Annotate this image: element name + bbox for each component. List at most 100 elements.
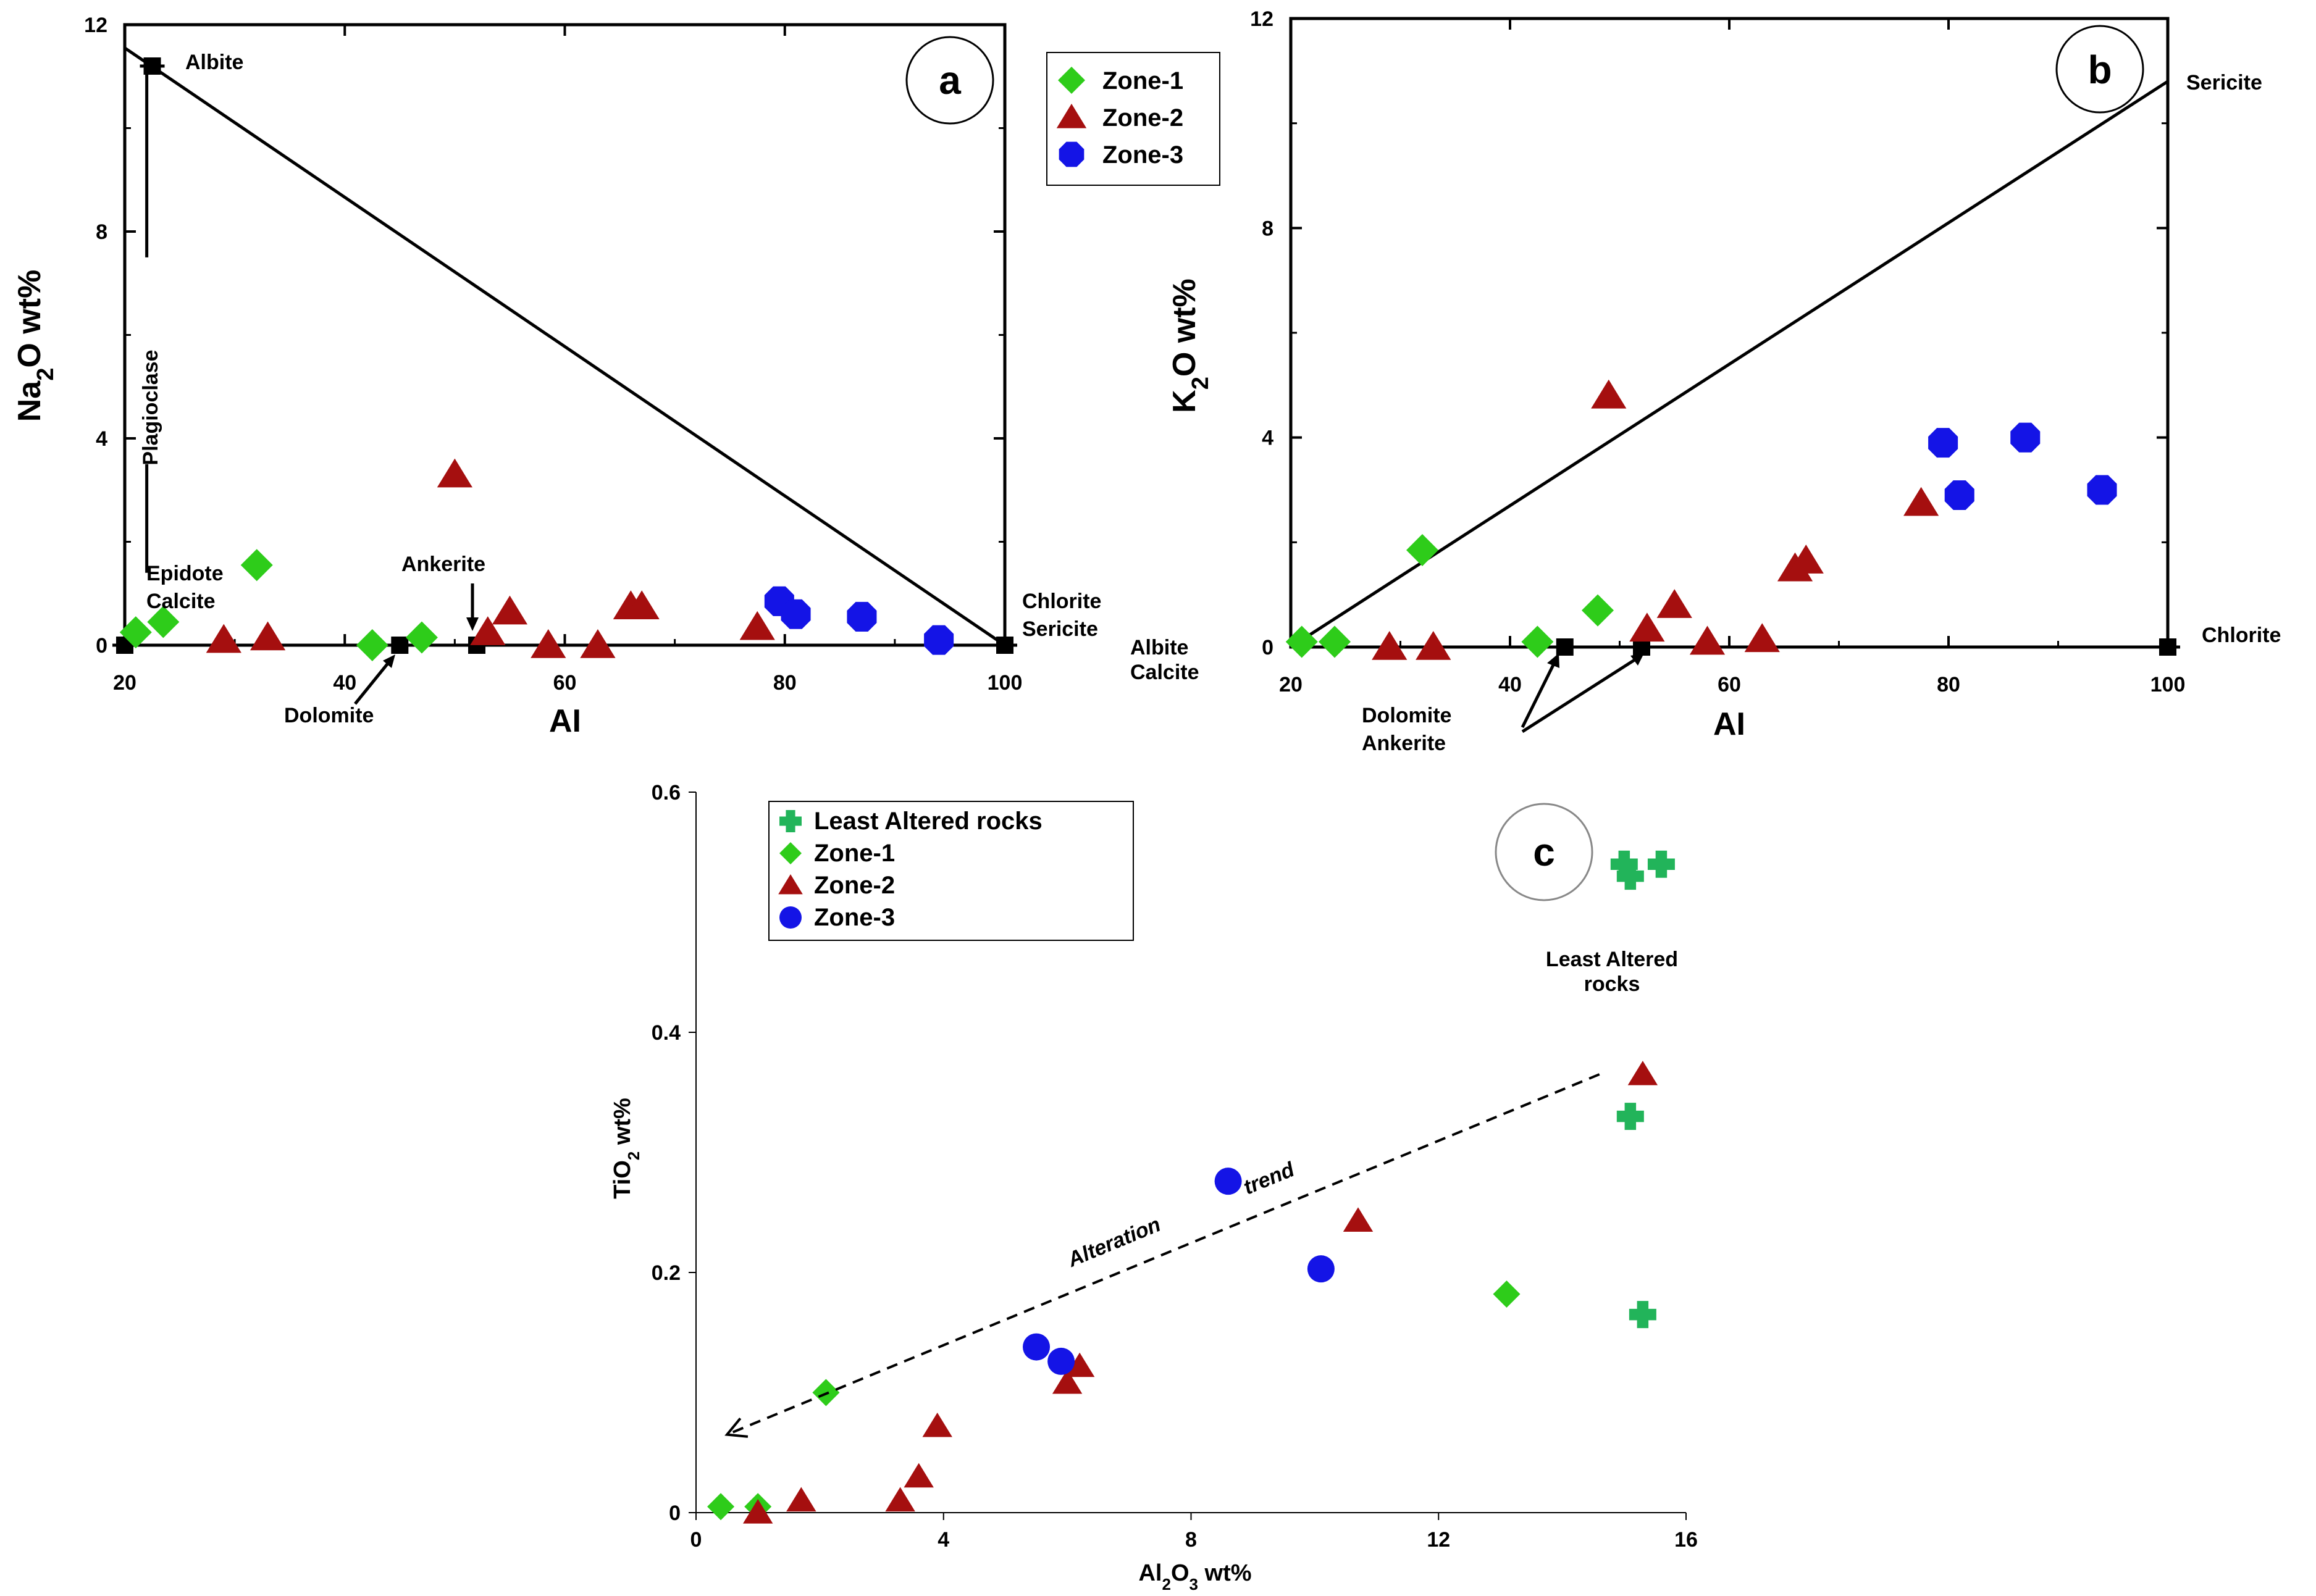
legend-marker-zone-2 bbox=[778, 874, 803, 895]
y-tick-label: 12 bbox=[1250, 7, 1273, 31]
point-zone-2 bbox=[742, 1499, 773, 1524]
arrow-dolomite-head bbox=[383, 654, 395, 668]
point-zone-2 bbox=[492, 595, 528, 625]
legend-label-zone-1: Zone-1 bbox=[1102, 67, 1183, 94]
point-zone-2 bbox=[885, 1487, 915, 1512]
point-zone-2 bbox=[1788, 545, 1824, 574]
x-tick-label: 100 bbox=[988, 671, 1023, 695]
point-zone-1 bbox=[119, 616, 152, 649]
x-tick-label: 60 bbox=[1718, 673, 1741, 696]
point-zone-1 bbox=[1406, 534, 1438, 567]
y-tick-label: 0 bbox=[1262, 636, 1273, 659]
point-zone-2 bbox=[1903, 487, 1939, 516]
point-zone-2 bbox=[1689, 625, 1726, 655]
panel-a-letter-circle bbox=[905, 36, 994, 125]
point-zone-1 bbox=[1493, 1281, 1521, 1308]
label-sericite-a: Sericite bbox=[1022, 617, 1098, 641]
point-zone-2 bbox=[1629, 612, 1665, 642]
point-zone-2 bbox=[531, 629, 566, 658]
label-least-altered-2: rocks bbox=[1584, 972, 1640, 996]
y-tick-label: 8 bbox=[1262, 217, 1273, 240]
point-zone-2 bbox=[739, 611, 775, 640]
point-zone-3 bbox=[1023, 1333, 1051, 1361]
point-least-altered-rocks bbox=[1610, 850, 1638, 878]
point-zone-2 bbox=[1372, 631, 1408, 660]
x-tick-label: 0 bbox=[690, 1528, 702, 1552]
point-zone-2 bbox=[1343, 1207, 1374, 1232]
y-tick-label: 0.4 bbox=[652, 1021, 681, 1045]
label-chlorite-b: Chlorite bbox=[2202, 624, 2281, 647]
panel-c-letter-circle bbox=[1495, 803, 1593, 901]
point-zone-2 bbox=[1656, 589, 1692, 618]
label-calcite: Calcite bbox=[146, 590, 216, 613]
panel-b-y-label: K2O wt% bbox=[1167, 278, 1214, 413]
point-zone-2 bbox=[904, 1463, 934, 1488]
point-zone-2 bbox=[1627, 1061, 1658, 1085]
point-zone-2 bbox=[922, 1412, 952, 1437]
point-zone-2 bbox=[1052, 1369, 1083, 1394]
legend-label-zone-3: Zone-3 bbox=[1102, 141, 1183, 169]
point-zone-1 bbox=[1521, 625, 1554, 658]
legend-marker-zone-1 bbox=[1058, 67, 1085, 94]
legend-label-zone-2: Zone-2 bbox=[814, 872, 895, 899]
arrow-ankerite-head bbox=[466, 617, 479, 631]
legend-marker-zone-2 bbox=[1056, 104, 1087, 128]
point-zone-2 bbox=[1591, 379, 1627, 409]
x-tick-label: 40 bbox=[1498, 673, 1522, 696]
point-zone-2 bbox=[624, 590, 660, 619]
label-ankerite: Ankerite bbox=[401, 553, 485, 576]
label-albite-2: Albite bbox=[1130, 636, 1188, 659]
x-tick-label: 4 bbox=[938, 1528, 949, 1552]
label-chlorite-a: Chlorite bbox=[1022, 590, 1101, 613]
point-zone-2 bbox=[470, 616, 506, 645]
legend-marker-zone-1 bbox=[779, 842, 802, 864]
alteration-trend-arrowhead bbox=[724, 1418, 749, 1438]
point-zone-3 bbox=[781, 599, 811, 629]
arrow-ankerite-b-head bbox=[1630, 653, 1644, 666]
panel-c: 0 4 8 12 16 0 0.2 0.4 0.6 TiO2 wt% Al2O3 wt% c L… bbox=[610, 781, 1698, 1594]
panel-a: 20 40 60 80 100 0 4 8 12 Na2O wt% AI a Albite Pl… bbox=[12, 14, 1220, 739]
legend-marker-least-altered-rocks bbox=[779, 810, 802, 832]
legend-label-least-altered-rocks: Least Altered rocks bbox=[814, 808, 1043, 835]
x-tick-label: 20 bbox=[1279, 673, 1303, 696]
point-zone-1 bbox=[1285, 625, 1318, 658]
x-tick-label: 8 bbox=[1185, 1528, 1197, 1552]
point-least-altered-rocks bbox=[1629, 1301, 1656, 1329]
legend-label-zone-2: Zone-2 bbox=[1102, 104, 1183, 132]
point-zone-2 bbox=[250, 621, 286, 651]
point-zone-3 bbox=[847, 601, 877, 632]
x-tick-label: 60 bbox=[553, 671, 577, 695]
legend-marker-zone-3 bbox=[1059, 141, 1085, 167]
y-tick-label: 8 bbox=[96, 220, 107, 244]
label-calcite-2: Calcite bbox=[1130, 661, 1199, 684]
point-zone-2 bbox=[437, 458, 472, 488]
point-zone-3 bbox=[2087, 475, 2117, 505]
point-least-altered-rocks bbox=[1616, 863, 1644, 890]
panel-c-letter: c bbox=[1533, 830, 1555, 874]
point-zone-2 bbox=[1416, 631, 1451, 660]
arrow-dolomite bbox=[354, 661, 390, 705]
point-zone-1 bbox=[707, 1493, 735, 1521]
alteration-trend-label-2: trend bbox=[1240, 1158, 1298, 1200]
panel-a-x-label: AI bbox=[549, 703, 581, 739]
mixing-line-albite-chlorite bbox=[124, 46, 1006, 647]
point-zone-3 bbox=[1214, 1168, 1242, 1195]
point-zone-1 bbox=[1582, 594, 1614, 627]
point-zone-2 bbox=[1064, 1352, 1095, 1377]
legend-label-zone-3: Zone-3 bbox=[814, 904, 895, 931]
arrow-dolomite-b bbox=[1521, 661, 1556, 729]
label-dolomite: Dolomite bbox=[284, 704, 374, 727]
label-least-altered-1: Least Altered bbox=[1546, 948, 1678, 971]
y-tick-label: 12 bbox=[84, 14, 107, 37]
point-zone-2 bbox=[786, 1487, 816, 1512]
x-tick-label: 40 bbox=[333, 671, 356, 695]
point-zone-1 bbox=[1319, 625, 1351, 658]
label-sericite-b: Sericite bbox=[2186, 71, 2262, 94]
alteration-trend-line bbox=[726, 1073, 1600, 1436]
point-zone-1 bbox=[405, 621, 438, 654]
legend-marker-zone-3 bbox=[779, 906, 802, 929]
label-albite: Albite bbox=[185, 51, 243, 74]
point-zone-1 bbox=[147, 606, 180, 638]
point-zone-2 bbox=[206, 624, 241, 653]
